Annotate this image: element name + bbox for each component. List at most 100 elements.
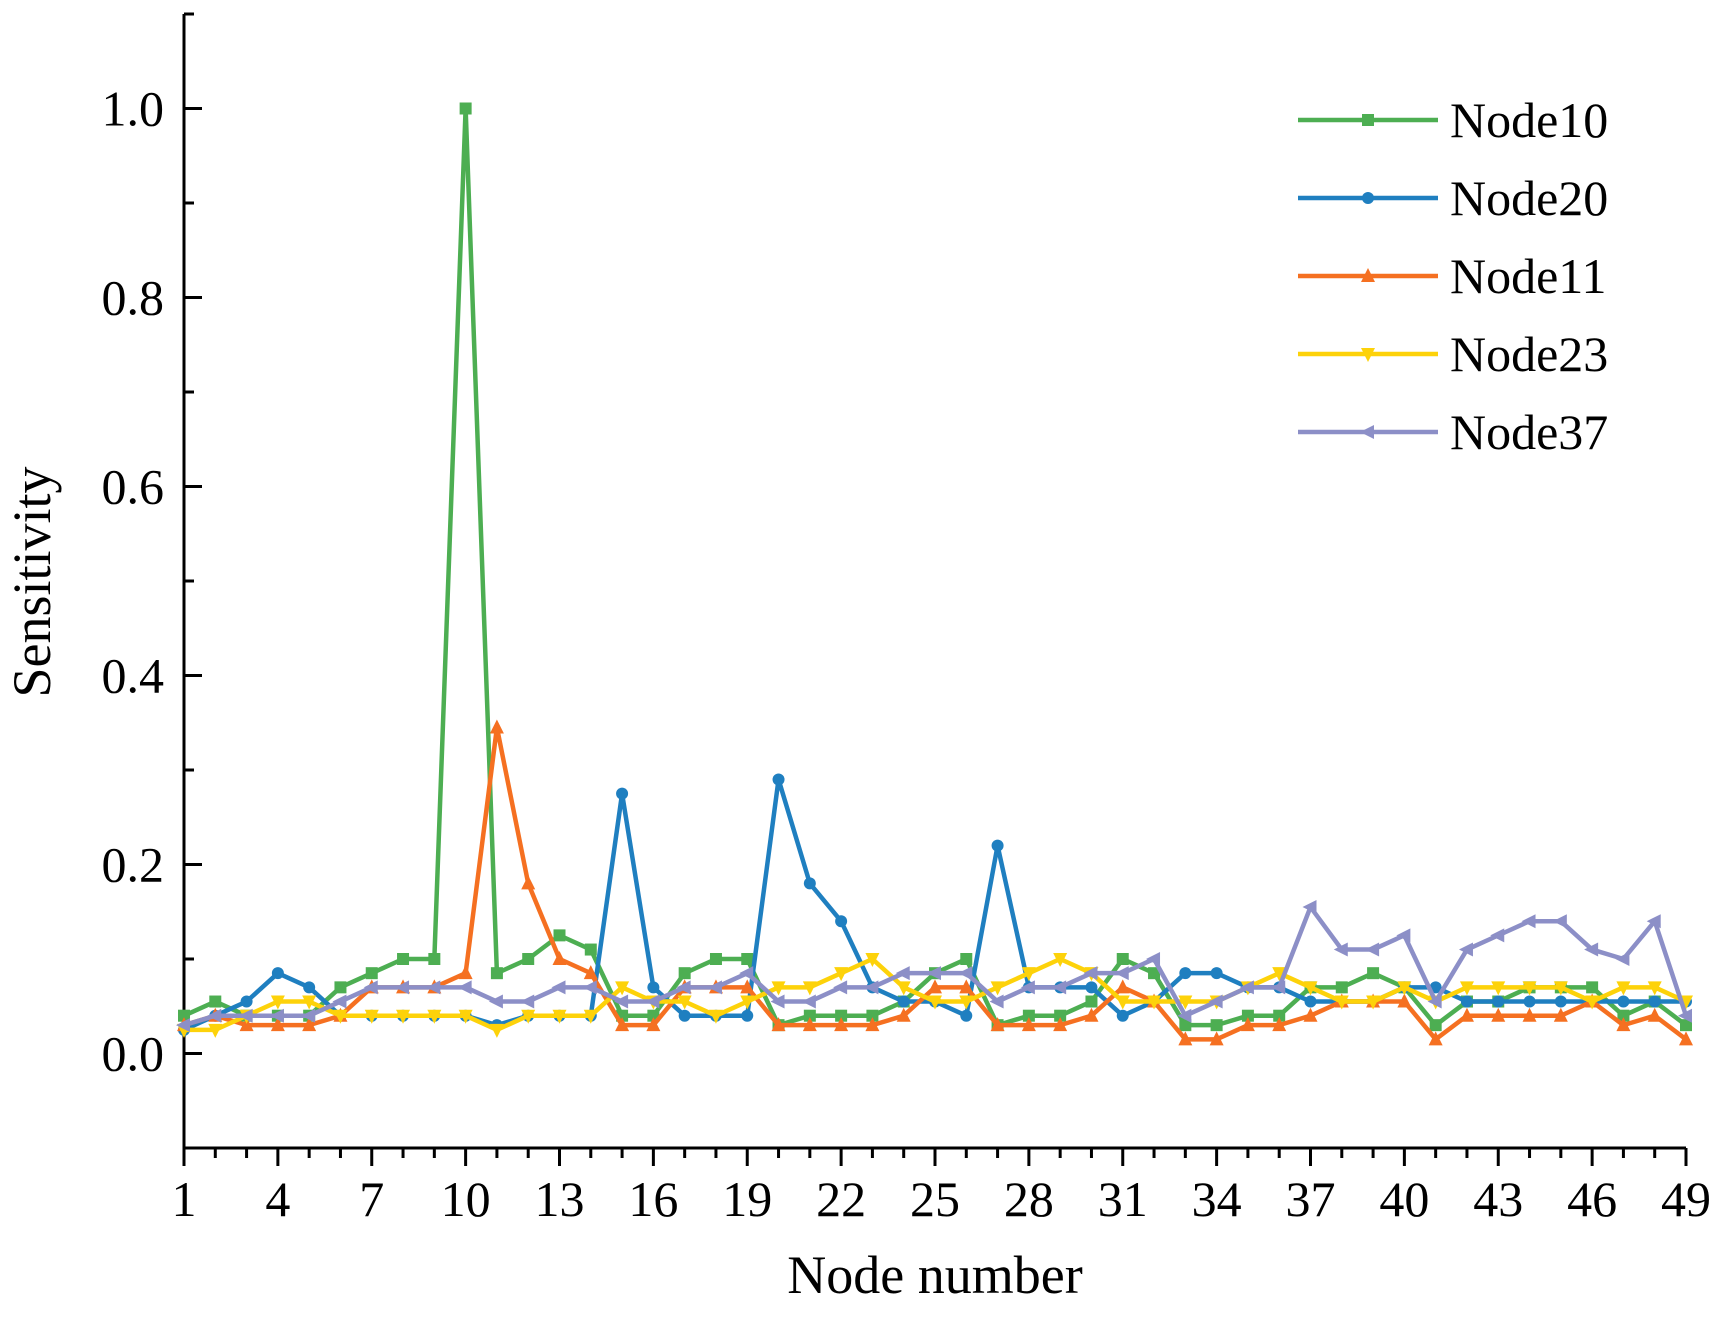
x-tick-label: 34 (1192, 1171, 1242, 1227)
data-point-node37 (1584, 942, 1599, 957)
data-point-node10 (1179, 1019, 1192, 1032)
data-point-node37 (1458, 942, 1473, 957)
data-point-node37 (1239, 980, 1254, 995)
data-point-node10 (1022, 1009, 1035, 1022)
data-point-node23 (1366, 995, 1381, 1010)
data-point-node37 (1020, 980, 1035, 995)
data-point-node37 (488, 994, 503, 1009)
data-point-node10 (1085, 995, 1098, 1008)
legend-marker (1362, 192, 1374, 204)
x-tick-label: 37 (1286, 1171, 1336, 1227)
data-point-node37 (739, 966, 754, 981)
data-point-node23 (1334, 995, 1349, 1010)
data-point-node23 (771, 981, 786, 996)
legend-label: Node11 (1450, 248, 1606, 304)
data-point-node10 (1148, 967, 1161, 980)
x-tick-label: 46 (1567, 1171, 1617, 1227)
data-point-node37 (1521, 914, 1536, 929)
data-point-node11 (1553, 1007, 1568, 1022)
data-point-node37 (770, 994, 785, 1009)
data-point-node11 (1616, 1017, 1631, 1032)
data-point-node37 (1333, 942, 1348, 957)
data-point-node11 (1053, 1017, 1068, 1032)
data-point-node11 (1679, 1031, 1693, 1046)
data-point-node23 (1585, 995, 1600, 1010)
data-point-node37 (1052, 980, 1067, 995)
y-tick-label: 0.4 (102, 648, 165, 704)
x-tick-label: 7 (359, 1171, 384, 1227)
data-point-node23 (740, 995, 755, 1010)
data-point-node23 (1053, 953, 1068, 967)
data-point-node11 (771, 1017, 786, 1032)
data-point-node37 (363, 980, 378, 995)
data-point-node23 (896, 981, 911, 996)
data-point-node20 (1617, 995, 1630, 1008)
data-point-node23 (865, 953, 880, 967)
data-point-node10 (1116, 953, 1129, 965)
x-tick-label: 25 (910, 1171, 960, 1227)
data-point-node20 (240, 995, 253, 1008)
data-point-node11 (489, 719, 504, 734)
data-point-node11 (583, 965, 598, 980)
data-point-node11 (458, 965, 473, 980)
x-tick-label: 19 (722, 1171, 772, 1227)
data-point-node37 (582, 980, 597, 995)
data-point-node23 (1303, 981, 1318, 996)
data-point-node11 (1428, 1031, 1443, 1046)
data-point-node23 (1647, 981, 1662, 996)
data-point-node37 (958, 966, 973, 981)
y-axis-title: Sensitivity (2, 466, 62, 697)
data-point-node11 (1209, 1031, 1224, 1046)
data-point-node11 (896, 1007, 911, 1022)
data-point-node10 (678, 967, 691, 980)
data-point-node10 (365, 967, 378, 980)
data-point-node37 (1615, 952, 1630, 966)
data-point-node37 (176, 1018, 190, 1033)
data-point-node37 (1177, 1008, 1192, 1023)
data-point-node10 (428, 953, 441, 965)
data-point-node23 (677, 995, 692, 1010)
data-point-node11 (1522, 1007, 1537, 1022)
data-point-node10 (803, 1009, 816, 1022)
data-point-node23 (458, 1009, 473, 1024)
data-point-node37 (927, 966, 941, 981)
data-point-node10 (866, 1009, 879, 1022)
data-point-node37 (1646, 914, 1661, 929)
data-point-node23 (521, 1009, 536, 1024)
data-point-node37 (551, 980, 566, 995)
x-tick-label: 13 (535, 1171, 585, 1227)
data-point-node23 (928, 995, 942, 1010)
data-point-node23 (990, 981, 1005, 996)
data-point-node20 (835, 915, 848, 928)
data-point-node23 (396, 1009, 411, 1024)
data-point-node20 (616, 787, 629, 800)
series-group (176, 102, 1693, 1046)
y-tick-label: 0.0 (102, 1026, 165, 1082)
legend-marker (1361, 268, 1375, 282)
data-point-node20 (803, 877, 816, 890)
data-point-node20 (1085, 981, 1098, 994)
x-tick-label: 49 (1661, 1171, 1711, 1227)
data-point-node10 (1335, 981, 1348, 994)
legend-label: Node23 (1450, 326, 1608, 382)
data-point-node23 (208, 1023, 223, 1038)
data-point-node37 (1365, 942, 1380, 957)
data-point-node10 (1273, 1009, 1286, 1022)
series-node37 (176, 900, 1692, 1033)
x-tick-label: 16 (628, 1171, 678, 1227)
data-point-node11 (1115, 979, 1130, 994)
data-point-node37 (1146, 952, 1161, 966)
data-point-node20 (678, 1009, 691, 1022)
data-point-node23 (615, 981, 630, 996)
data-point-node11 (521, 875, 536, 890)
legend-marker (1362, 114, 1374, 126)
x-ticks: 1 4 7 10 13 16 19 22 25 28 31 34 37 40 43 46 49 (172, 1148, 1711, 1227)
data-point-node37 (1114, 966, 1129, 981)
data-point-node20 (271, 967, 284, 980)
data-point-node11 (1272, 1017, 1287, 1032)
data-point-node10 (1054, 1009, 1067, 1022)
data-point-node11 (834, 1017, 849, 1032)
data-point-node37 (1552, 914, 1567, 929)
data-point-node11 (270, 1017, 285, 1032)
data-point-node11 (1647, 1007, 1662, 1022)
